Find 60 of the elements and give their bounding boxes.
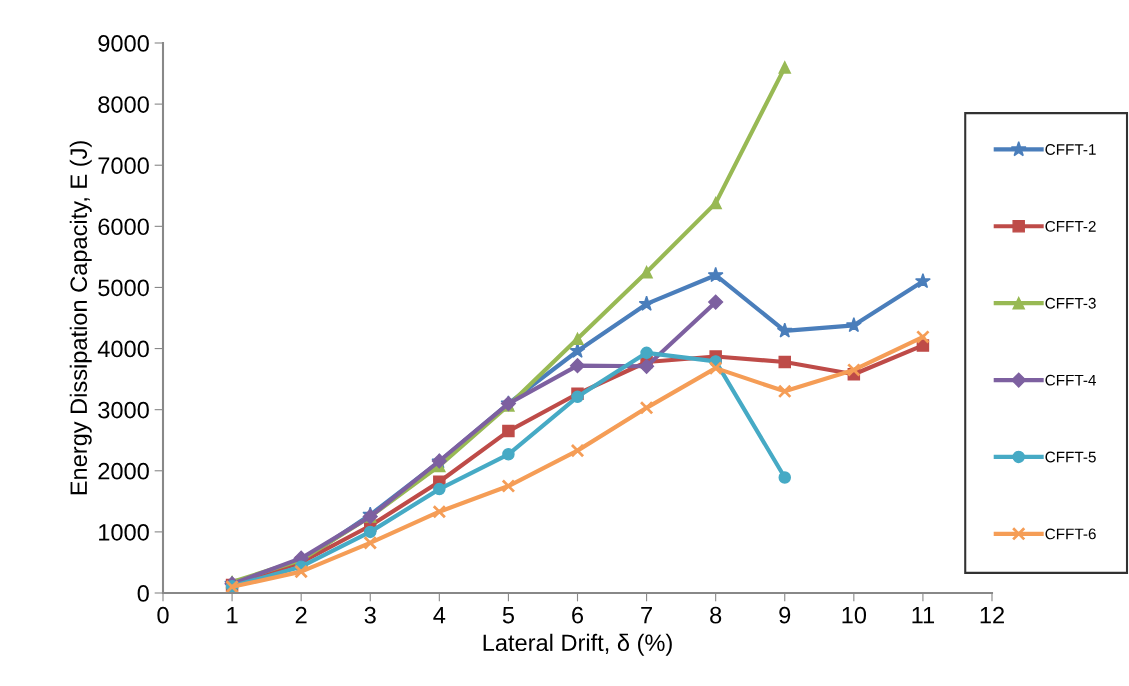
x-tick-label: 12 bbox=[980, 606, 1004, 624]
x-tick-label: 8 bbox=[710, 606, 722, 624]
y-tick-label: 6000 bbox=[98, 218, 149, 236]
y-tick-label: 5000 bbox=[98, 279, 149, 297]
y-axis-title: Energy Dissipation Capacity, E (J) bbox=[69, 141, 92, 495]
point bbox=[639, 358, 655, 374]
x-tick-label: 3 bbox=[364, 606, 376, 624]
point bbox=[638, 295, 655, 311]
point bbox=[707, 266, 724, 283]
legend-label: CFFT-2 bbox=[1045, 220, 1096, 232]
legend-label: CFFT-5 bbox=[1045, 451, 1096, 463]
x-tick-label: 1 bbox=[227, 607, 238, 624]
x-tick-label: 0 bbox=[157, 606, 169, 624]
y-tick-label: 9000 bbox=[98, 35, 149, 52]
point bbox=[708, 361, 723, 376]
y-tick-label: 0 bbox=[137, 585, 149, 602]
x-tick-label: 9 bbox=[779, 606, 791, 624]
point bbox=[776, 322, 793, 338]
legend-label: CFFT-6 bbox=[1045, 528, 1096, 540]
point bbox=[709, 196, 722, 210]
y-tick-label: 1000 bbox=[99, 523, 149, 541]
point bbox=[294, 564, 309, 579]
x-tick-label: 7 bbox=[641, 607, 652, 624]
x-tick-label: 5 bbox=[502, 607, 514, 624]
point bbox=[777, 384, 792, 399]
point bbox=[569, 358, 586, 374]
legend-label: CFFT-4 bbox=[1045, 374, 1096, 386]
x-tick-label: 11 bbox=[912, 607, 935, 624]
x-axis-title: Lateral Drift, δ (%) bbox=[483, 633, 672, 656]
point bbox=[778, 61, 792, 74]
point bbox=[846, 363, 861, 377]
point bbox=[571, 332, 584, 346]
point bbox=[845, 316, 862, 333]
point bbox=[570, 443, 585, 458]
x-tick-label: 6 bbox=[572, 606, 584, 624]
y-tick-label: 4000 bbox=[97, 340, 149, 358]
y-tick-label: 8000 bbox=[98, 96, 149, 113]
point bbox=[432, 504, 447, 519]
point bbox=[778, 355, 792, 369]
legend-label: CFFT-1 bbox=[1045, 144, 1096, 155]
point bbox=[363, 525, 377, 539]
x-tick-label: 10 bbox=[842, 606, 867, 624]
x-tick-label: 4 bbox=[433, 607, 446, 624]
y-tick-label: 7000 bbox=[98, 157, 149, 175]
legend-label: CFFT-3 bbox=[1045, 297, 1096, 309]
point bbox=[639, 400, 654, 415]
point bbox=[640, 265, 653, 279]
point bbox=[363, 535, 378, 550]
point bbox=[778, 471, 792, 484]
point bbox=[433, 482, 446, 496]
point bbox=[501, 479, 516, 493]
y-tick-label: 3000 bbox=[98, 401, 149, 419]
point bbox=[914, 272, 931, 289]
x-tick-label: 2 bbox=[295, 606, 307, 624]
point bbox=[502, 448, 515, 461]
point bbox=[640, 346, 653, 360]
point bbox=[502, 424, 515, 438]
point bbox=[915, 330, 930, 344]
point bbox=[708, 294, 724, 310]
y-tick-label: 2000 bbox=[98, 462, 149, 480]
